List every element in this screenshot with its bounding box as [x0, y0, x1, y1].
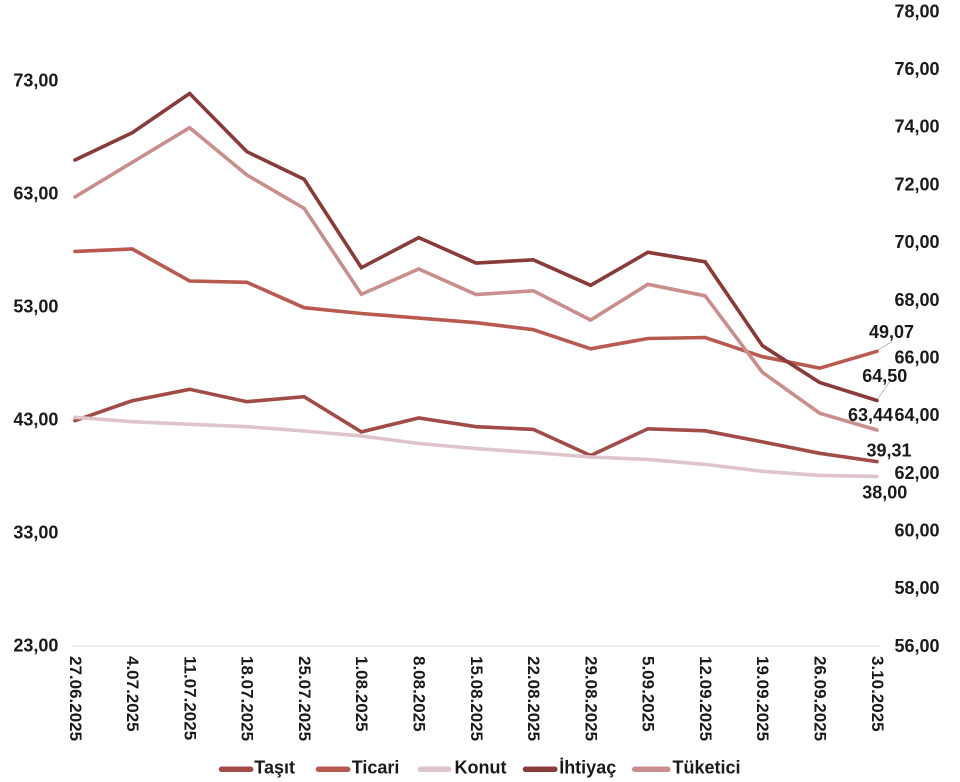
svg-text:Tüketici: Tüketici [673, 758, 741, 778]
svg-text:3.10.2025: 3.10.2025 [868, 656, 887, 732]
svg-text:60,00: 60,00 [894, 521, 939, 541]
svg-text:5.09.2025: 5.09.2025 [639, 656, 658, 732]
svg-text:4.07.2025: 4.07.2025 [123, 656, 142, 732]
svg-text:39,31: 39,31 [866, 441, 911, 461]
svg-text:Ticari: Ticari [352, 758, 400, 778]
svg-text:1.08.2025: 1.08.2025 [352, 656, 371, 732]
svg-text:19.09.2025: 19.09.2025 [753, 656, 772, 741]
svg-text:11.07.2025: 11.07.2025 [180, 656, 199, 740]
svg-text:74,00: 74,00 [894, 117, 939, 137]
svg-text:Taşıt: Taşıt [254, 758, 295, 778]
svg-text:66,00: 66,00 [894, 347, 939, 367]
svg-text:İhtiyaç: İhtiyaç [559, 758, 616, 778]
svg-text:49,07: 49,07 [869, 322, 914, 342]
svg-text:33,00: 33,00 [13, 523, 58, 543]
svg-text:53,00: 53,00 [13, 297, 58, 317]
svg-text:76,00: 76,00 [894, 59, 939, 79]
svg-text:70,00: 70,00 [894, 232, 939, 252]
svg-text:63,44: 63,44 [848, 405, 893, 425]
svg-text:72,00: 72,00 [894, 174, 939, 194]
svg-text:43,00: 43,00 [13, 410, 58, 430]
svg-text:38,00: 38,00 [862, 483, 907, 503]
svg-text:26.09.2025: 26.09.2025 [811, 656, 830, 741]
svg-text:63,00: 63,00 [13, 184, 58, 204]
svg-text:64,50: 64,50 [862, 366, 907, 386]
svg-text:25.07.2025: 25.07.2025 [295, 656, 314, 741]
svg-text:18.07.2025: 18.07.2025 [238, 656, 257, 741]
svg-text:12.09.2025: 12.09.2025 [696, 656, 715, 741]
svg-text:29.08.2025: 29.08.2025 [581, 656, 600, 741]
svg-text:78,00: 78,00 [894, 1, 939, 21]
svg-text:64,00: 64,00 [894, 405, 939, 425]
svg-text:58,00: 58,00 [894, 578, 939, 598]
svg-text:8.08.2025: 8.08.2025 [410, 656, 429, 732]
svg-text:Konut: Konut [455, 758, 507, 778]
svg-text:15.08.2025: 15.08.2025 [467, 656, 486, 741]
svg-text:23,00: 23,00 [13, 636, 58, 656]
svg-text:27.06.2025: 27.06.2025 [66, 656, 85, 741]
svg-text:73,00: 73,00 [13, 71, 58, 91]
svg-text:68,00: 68,00 [894, 290, 939, 310]
svg-text:56,00: 56,00 [894, 636, 939, 656]
svg-text:22.08.2025: 22.08.2025 [524, 656, 543, 741]
svg-text:62,00: 62,00 [894, 463, 939, 483]
